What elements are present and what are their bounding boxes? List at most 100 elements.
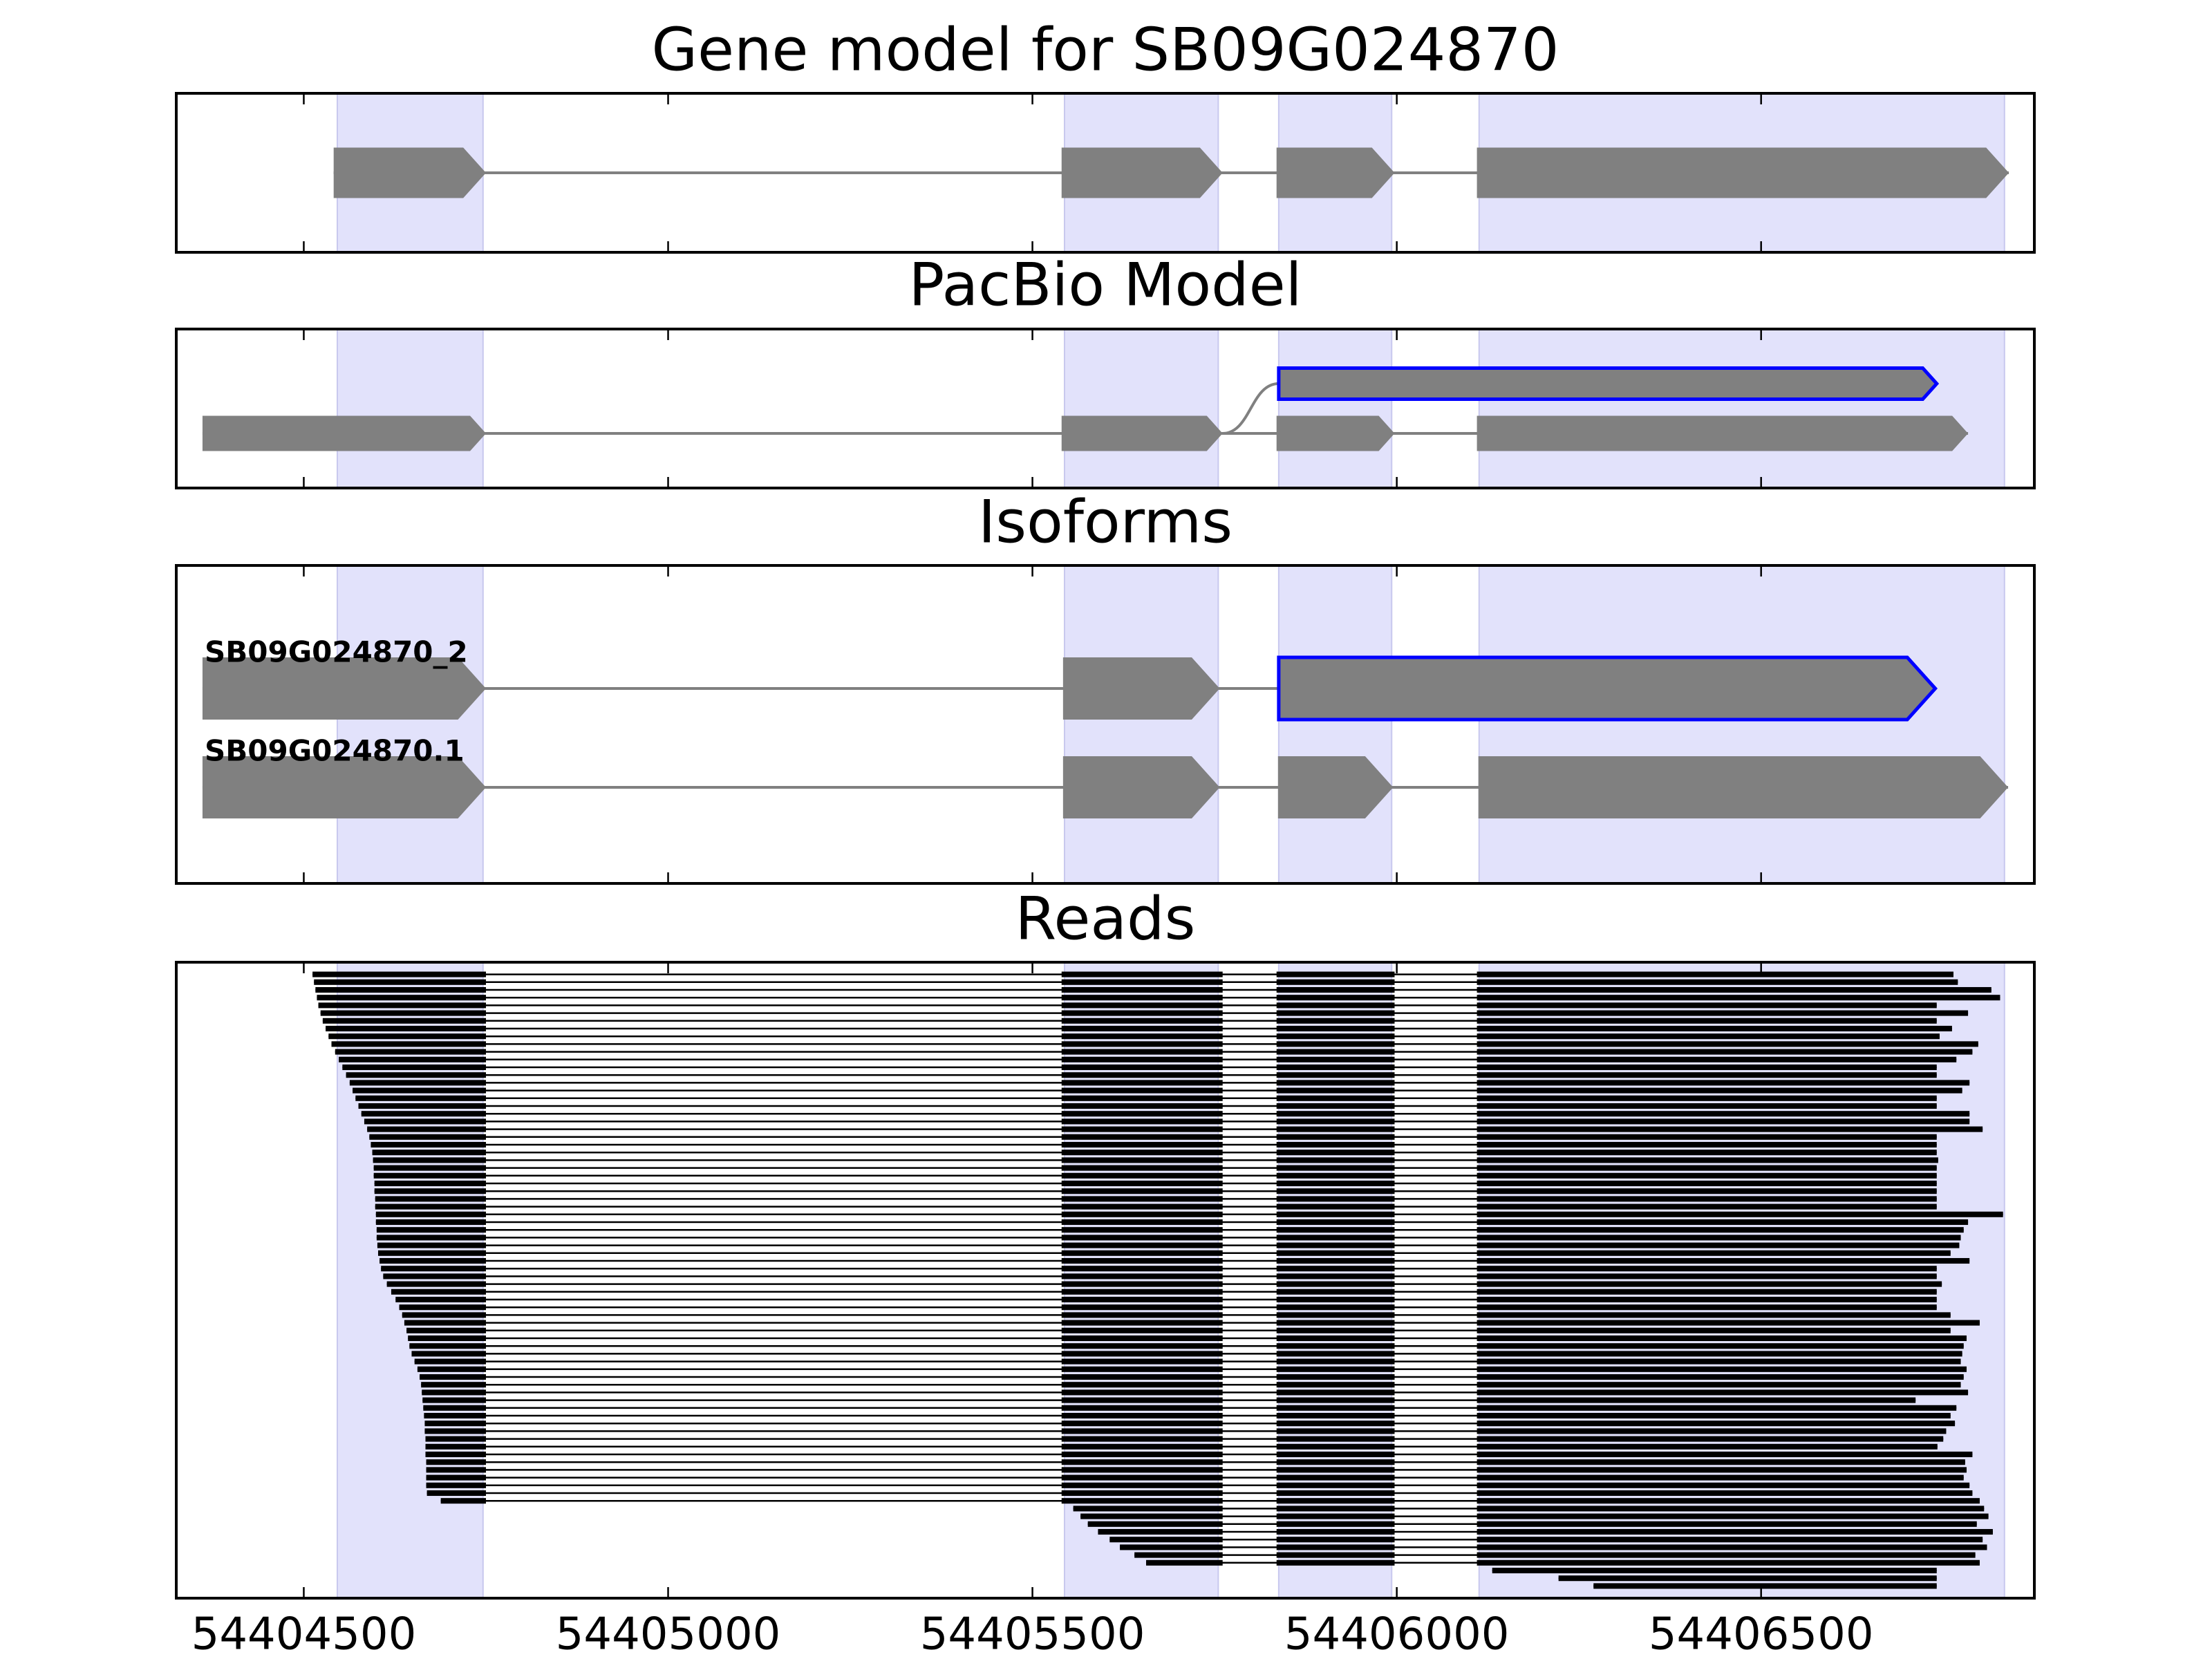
read xyxy=(331,1041,1978,1047)
read-block xyxy=(317,995,486,1001)
read xyxy=(402,1312,1951,1318)
read-block xyxy=(1276,1451,1395,1458)
read-block xyxy=(1276,1211,1395,1217)
read-block xyxy=(424,1421,486,1427)
read-block xyxy=(1061,1219,1223,1226)
exon xyxy=(1062,657,1220,720)
read-block xyxy=(1477,1250,1951,1256)
read xyxy=(422,1397,1916,1403)
read-block xyxy=(1276,1118,1395,1125)
read xyxy=(364,1118,1970,1125)
read-block xyxy=(1061,1227,1223,1233)
read-block xyxy=(1276,1103,1395,1109)
read-block xyxy=(1276,1165,1395,1171)
exon xyxy=(1477,147,2009,198)
read-block xyxy=(1061,1250,1223,1256)
read-block xyxy=(1061,1141,1223,1148)
read-block xyxy=(358,1103,486,1109)
read-block xyxy=(1061,1041,1223,1047)
read-block xyxy=(1061,1002,1223,1009)
read-block xyxy=(422,1389,486,1396)
panel: Isoforms SB09G024870_2 SB09G024870.1 xyxy=(175,487,2036,885)
read-block xyxy=(1061,1382,1223,1388)
read-block xyxy=(1276,1513,1395,1519)
read-block xyxy=(1276,1312,1395,1318)
read-block xyxy=(1477,1351,1962,1357)
read-block xyxy=(1276,1544,1395,1550)
read-block xyxy=(1477,1211,2003,1217)
read xyxy=(414,1358,1961,1365)
exon xyxy=(1478,756,2009,818)
read-block xyxy=(1477,1118,1970,1125)
read-block xyxy=(375,1211,486,1217)
read-block xyxy=(1276,1389,1395,1396)
read-block xyxy=(1276,1227,1395,1233)
read-block xyxy=(1146,1559,1223,1566)
read xyxy=(417,1366,1967,1372)
read-block xyxy=(1276,1436,1395,1442)
isoform-label: SB09G024870_2 xyxy=(205,635,468,669)
read xyxy=(426,1474,1964,1481)
read-block xyxy=(1061,1490,1223,1497)
read-block xyxy=(424,1428,486,1434)
read xyxy=(317,995,2000,1001)
read xyxy=(367,1126,1983,1132)
read-block xyxy=(1276,1304,1395,1311)
read-block xyxy=(1477,995,2000,1001)
read-block xyxy=(1276,1474,1395,1481)
read-block xyxy=(1477,1513,1989,1519)
exon-highlight xyxy=(1063,328,1219,489)
read-block xyxy=(1276,1521,1395,1527)
read-block xyxy=(1276,1498,1395,1504)
read-block xyxy=(339,1056,486,1062)
read xyxy=(326,1025,1952,1032)
read-block xyxy=(1477,1528,1993,1535)
read xyxy=(424,1412,1951,1419)
x-tick-label: 54406000 xyxy=(1284,1609,1510,1659)
read-block xyxy=(399,1304,486,1311)
read xyxy=(383,1273,1937,1280)
read-block xyxy=(1477,1203,1937,1210)
read-block xyxy=(1276,1482,1395,1488)
read-block xyxy=(1276,1188,1395,1194)
read-block xyxy=(406,1327,486,1333)
read-block xyxy=(1276,1335,1395,1342)
read-block xyxy=(1276,1196,1395,1202)
read-block xyxy=(1061,1087,1223,1094)
read xyxy=(423,1405,1957,1411)
exon xyxy=(202,657,486,720)
panel-title: Isoforms xyxy=(978,487,1232,556)
read-block xyxy=(364,1118,486,1125)
read-block xyxy=(1477,1537,1983,1543)
read-block xyxy=(373,1172,486,1179)
read xyxy=(381,1266,1937,1272)
read-block xyxy=(411,1351,486,1357)
read-block xyxy=(371,1141,486,1148)
read-block xyxy=(1061,1235,1223,1241)
read-block xyxy=(1276,1041,1395,1047)
read-block xyxy=(1477,1288,1937,1295)
read-block xyxy=(1276,1382,1395,1388)
read-block xyxy=(1061,1273,1223,1280)
read xyxy=(377,1242,1960,1248)
read xyxy=(1073,1506,1985,1512)
read-block xyxy=(312,971,486,977)
read-block xyxy=(1276,1421,1395,1427)
read xyxy=(353,1087,1962,1094)
read xyxy=(377,1250,1951,1256)
read-block xyxy=(1477,1559,1980,1566)
panel: Gene model for SB09G024870 xyxy=(175,15,2036,254)
read-block xyxy=(1061,1080,1223,1086)
read-block xyxy=(1477,1421,1956,1427)
read-block xyxy=(1477,1111,1970,1117)
read xyxy=(358,1103,1937,1109)
read-block xyxy=(414,1358,486,1365)
read-block xyxy=(1276,1250,1395,1256)
read-block xyxy=(1477,1273,1937,1280)
read-block xyxy=(1276,1327,1395,1333)
read-block xyxy=(379,1257,486,1264)
read-block xyxy=(1061,1459,1223,1465)
read-block xyxy=(376,1227,486,1233)
